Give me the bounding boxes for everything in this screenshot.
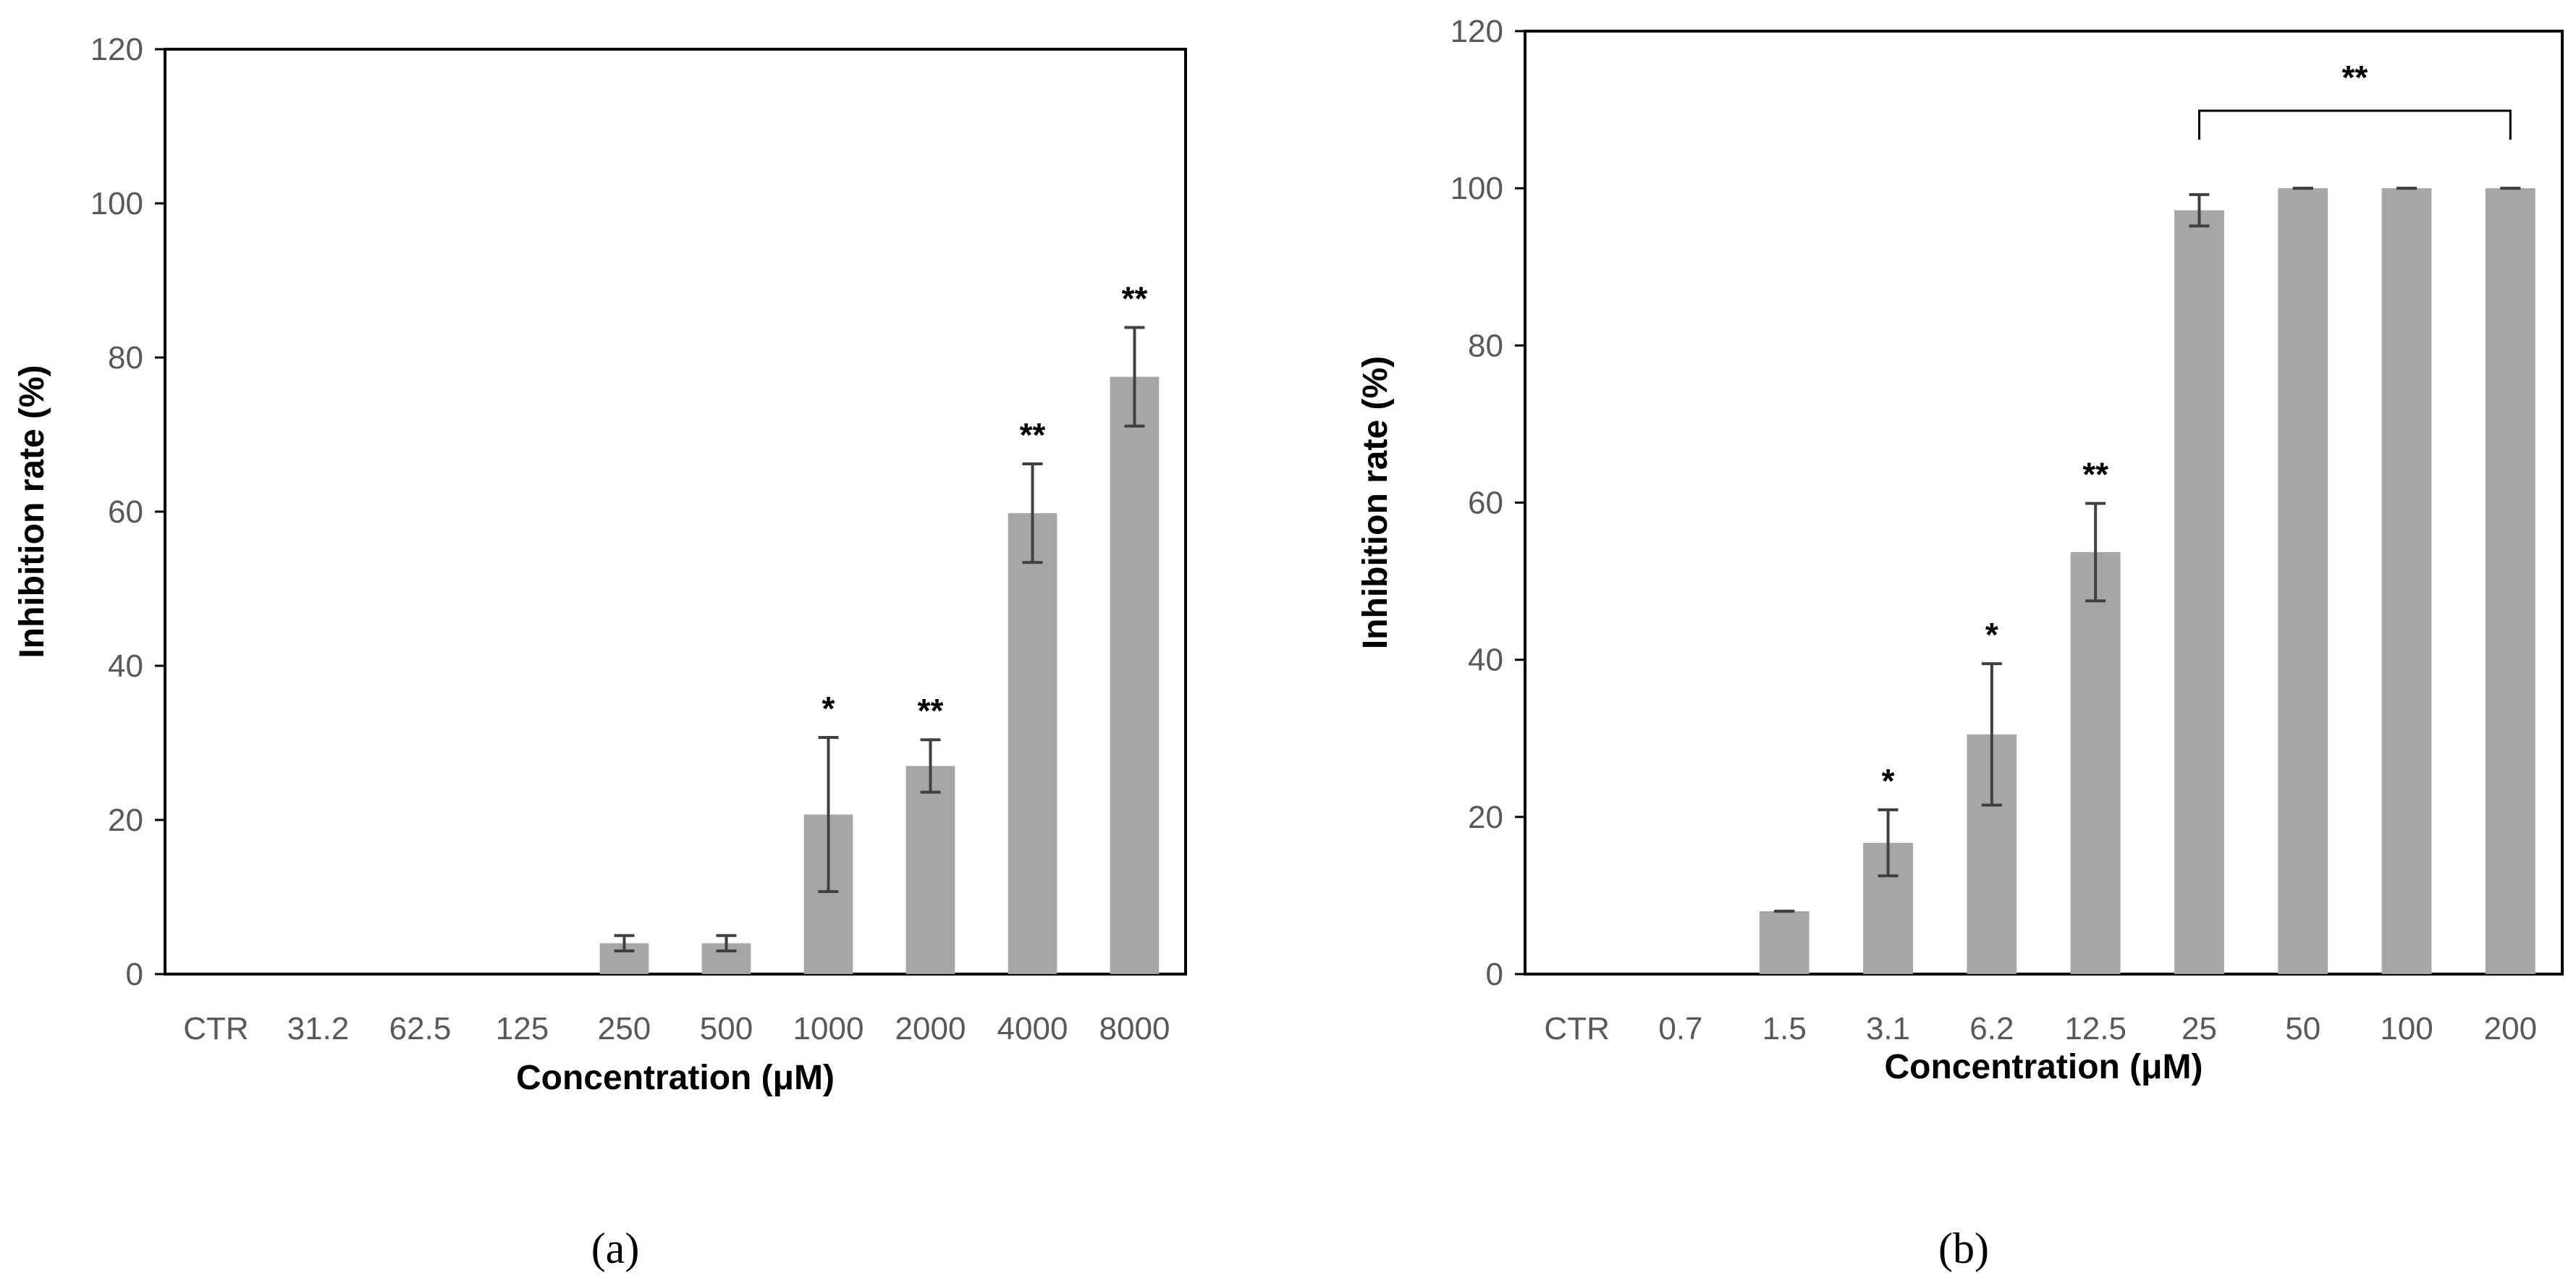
y-tick-label: 100 bbox=[1450, 171, 1503, 206]
y-tick-label: 60 bbox=[108, 494, 143, 530]
y-tick-label: 80 bbox=[1468, 328, 1503, 363]
x-tick-label: 100 bbox=[2380, 1011, 2433, 1046]
x-tick-label: 12.5 bbox=[2064, 1011, 2127, 1046]
bar bbox=[2174, 210, 2224, 974]
bar bbox=[2485, 188, 2535, 975]
x-tick-label: 200 bbox=[2484, 1011, 2537, 1046]
significance-mark: ** bbox=[2082, 456, 2108, 494]
bar bbox=[2381, 188, 2432, 975]
significance-mark: * bbox=[1882, 762, 1895, 800]
y-axis-title: Inhibition rate (%) bbox=[13, 365, 51, 658]
significance-mark: ** bbox=[918, 692, 944, 729]
y-tick-label: 0 bbox=[1486, 957, 1503, 992]
x-tick-label: 25 bbox=[2182, 1011, 2217, 1046]
panel-label: (a) bbox=[591, 1224, 640, 1272]
x-tick-label: 50 bbox=[2285, 1011, 2320, 1046]
significance-mark: * bbox=[822, 690, 835, 727]
x-tick-label: 125 bbox=[496, 1011, 549, 1046]
x-tick-label: 2000 bbox=[895, 1011, 966, 1046]
bar bbox=[2278, 188, 2328, 975]
y-tick-label: 40 bbox=[108, 648, 143, 684]
significance-mark: ** bbox=[1020, 416, 1046, 454]
bar bbox=[905, 766, 955, 974]
bar bbox=[1008, 513, 1057, 974]
y-tick-label: 20 bbox=[108, 803, 143, 838]
y-tick-label: 60 bbox=[1468, 486, 1503, 521]
x-tick-label: 31.2 bbox=[287, 1011, 350, 1046]
x-tick-label: 1.5 bbox=[1762, 1011, 1807, 1046]
x-tick-label: CTR bbox=[183, 1011, 248, 1046]
bar bbox=[2070, 551, 2121, 974]
chart-panel-a: 0 20 40 60 80 100 120 CTR 31.2 62.5 125 250 500 1000 *… bbox=[13, 32, 1187, 1272]
y-tick-label: 120 bbox=[90, 32, 143, 67]
x-axis-title: Concentration (μM) bbox=[1885, 1048, 2203, 1086]
x-axis-title: Concentration (μM) bbox=[516, 1059, 835, 1097]
chart-panel-b: 0 20 40 60 80 100 120 CTR 0.7 1.5 3.1 * 6.2 * 12.5 ** 25… bbox=[1356, 14, 2564, 1272]
bar bbox=[1759, 911, 1809, 974]
y-tick-label: 100 bbox=[90, 186, 143, 221]
x-tick-label: 3.1 bbox=[1866, 1011, 1910, 1046]
x-tick-label: 250 bbox=[598, 1011, 651, 1046]
bar bbox=[1110, 376, 1160, 974]
significance-mark: ** bbox=[1122, 279, 1148, 317]
x-tick-label: 1000 bbox=[793, 1011, 864, 1046]
significance-bracket bbox=[2197, 109, 2512, 140]
y-axis-title: Inhibition rate (%) bbox=[1356, 356, 1395, 649]
y-tick-label: 120 bbox=[1450, 14, 1503, 49]
x-tick-label: 0.7 bbox=[1658, 1011, 1702, 1046]
x-tick-label: 8000 bbox=[1099, 1011, 1170, 1046]
y-tick-label: 20 bbox=[1468, 800, 1503, 835]
y-tick-label: 40 bbox=[1468, 643, 1503, 678]
panel-label: (b) bbox=[1938, 1224, 1989, 1272]
x-tick-label: 6.2 bbox=[1969, 1011, 2014, 1046]
significance-bracket-label: ** bbox=[2341, 59, 2368, 96]
y-tick-label: 0 bbox=[126, 957, 143, 992]
x-tick-label: 62.5 bbox=[389, 1011, 452, 1046]
x-tick-label: 500 bbox=[700, 1011, 753, 1046]
y-tick-label: 80 bbox=[108, 340, 143, 376]
significance-mark: * bbox=[1985, 616, 1998, 653]
x-tick-label: 4000 bbox=[997, 1011, 1068, 1046]
x-tick-label: CTR bbox=[1544, 1011, 1609, 1046]
